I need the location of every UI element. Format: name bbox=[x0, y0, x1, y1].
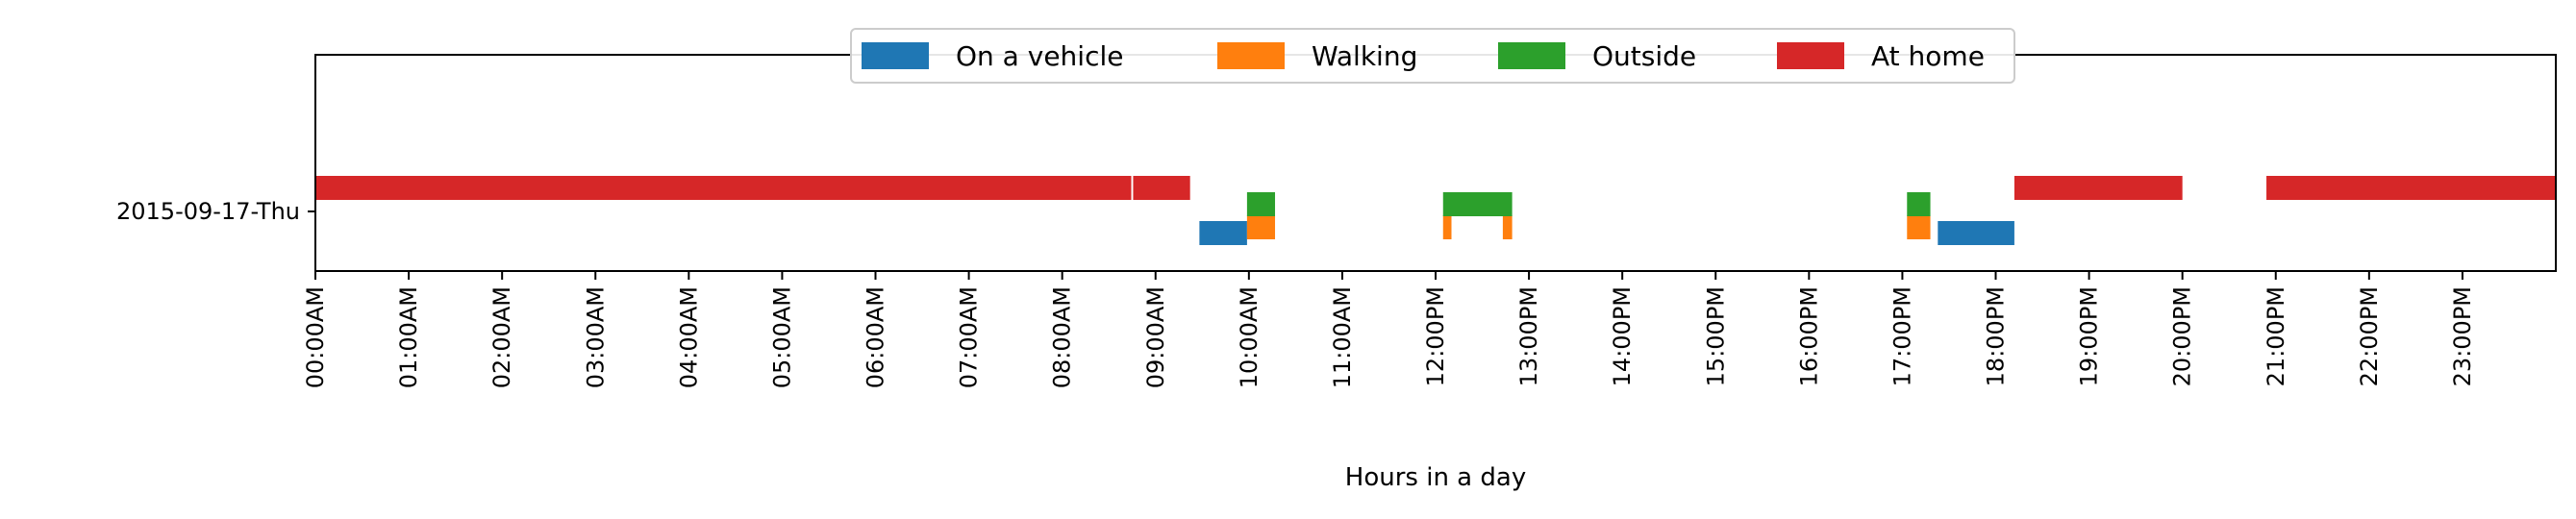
legend-swatch-walking bbox=[1217, 42, 1285, 69]
bar-outside-1 bbox=[1442, 192, 1513, 216]
bar-at-home-0 bbox=[315, 176, 1132, 200]
bar-on-a-vehicle-1 bbox=[1938, 221, 2014, 245]
x-tick-label: 23:00PM bbox=[2449, 286, 2476, 386]
x-tick-label: 19:00PM bbox=[2076, 286, 2103, 386]
legend-swatch-at-home bbox=[1777, 42, 1844, 69]
x-tick-label: 16:00PM bbox=[1795, 286, 1822, 386]
legend-label: On a vehicle bbox=[956, 40, 1123, 72]
x-tick-label: 18:00PM bbox=[1983, 286, 2010, 386]
bar-walking-3 bbox=[1907, 215, 1931, 239]
plot-frame bbox=[314, 54, 2557, 272]
x-tick-label: 17:00PM bbox=[1888, 286, 1915, 386]
bar-at-home-2 bbox=[2013, 176, 2183, 200]
legend-label: Walking bbox=[1312, 40, 1417, 72]
x-tick-label: 10:00AM bbox=[1236, 286, 1263, 388]
bar-walking-2 bbox=[1502, 215, 1513, 239]
x-tick-label: 20:00PM bbox=[2169, 286, 2196, 386]
x-tick-label: 22:00PM bbox=[2356, 286, 2383, 386]
legend-swatch-on-a-vehicle bbox=[862, 42, 929, 69]
bar-outside-2 bbox=[1907, 192, 1931, 216]
legend-label: Outside bbox=[1592, 40, 1696, 72]
x-tick-label: 14:00PM bbox=[1609, 286, 1636, 386]
x-tick-label: 09:00AM bbox=[1142, 286, 1169, 388]
y-axis: 2015-09-17-Thu bbox=[116, 198, 315, 225]
x-tick-label: 02:00AM bbox=[488, 286, 515, 388]
bar-at-home-3 bbox=[2266, 176, 2556, 200]
x-tick-label: 04:00AM bbox=[675, 286, 702, 388]
bar-outside-0 bbox=[1246, 192, 1276, 216]
x-tick-label: 03:00AM bbox=[582, 286, 609, 388]
legend: On a vehicle Walking Outside At home bbox=[850, 28, 2015, 84]
bar-walking-0 bbox=[1246, 215, 1276, 239]
legend-swatch-outside bbox=[1498, 42, 1565, 69]
legend-box bbox=[850, 28, 2015, 84]
x-tick-label: 01:00AM bbox=[395, 286, 422, 388]
bar-walking-1 bbox=[1442, 215, 1452, 239]
x-tick-label: 05:00AM bbox=[768, 286, 795, 388]
x-tick-label: 21:00PM bbox=[2263, 286, 2289, 386]
x-tick-label: 08:00AM bbox=[1049, 286, 1076, 388]
bar-on-a-vehicle-0 bbox=[1199, 221, 1247, 245]
x-tick-label: 15:00PM bbox=[1702, 286, 1729, 386]
x-axis: 00:00AM 01:00AM 02:00AM 03:00AM 04:00AM 05:00… bbox=[302, 271, 2476, 388]
x-tick-label: 12:00PM bbox=[1422, 286, 1449, 386]
x-tick-label: 00:00AM bbox=[302, 286, 329, 388]
x-tick-label: 13:00PM bbox=[1515, 286, 1542, 386]
x-tick-label: 11:00AM bbox=[1329, 286, 1356, 388]
x-tick-label: 06:00AM bbox=[863, 286, 889, 388]
x-axis-title: Hours in a day bbox=[1345, 463, 1526, 492]
activity-bars bbox=[315, 176, 2556, 245]
legend-label: At home bbox=[1871, 40, 1985, 72]
x-tick-label: 07:00AM bbox=[956, 286, 983, 388]
bar-at-home-1 bbox=[1133, 176, 1190, 200]
y-tick-label: 2015-09-17-Thu bbox=[116, 198, 300, 225]
